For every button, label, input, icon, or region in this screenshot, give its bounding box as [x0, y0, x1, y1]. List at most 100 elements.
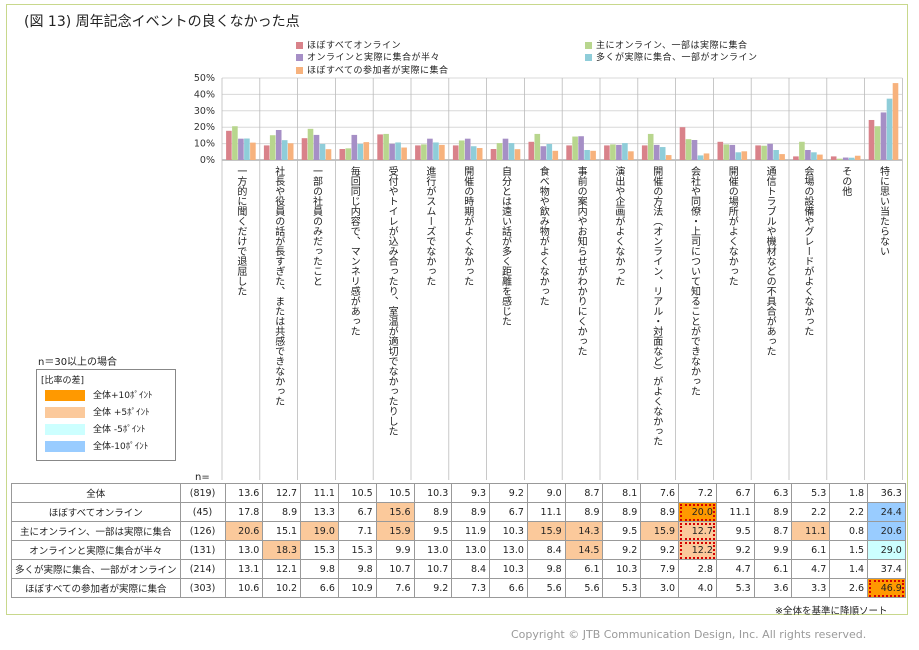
table-row: ほぼすべてオンライン (45) 17.8 8.9 13.3 6.7 15.6 8.9 8.9 6.…: [11, 502, 906, 522]
bar: [616, 144, 622, 160]
figure-frame: [6, 4, 908, 615]
table-cell: 2.2: [791, 502, 831, 522]
bar: [622, 143, 628, 160]
bar: [653, 144, 660, 160]
table-cell: 6.7: [489, 502, 528, 522]
table-cell: 29.0: [867, 540, 906, 560]
bar: [610, 144, 616, 160]
bar: [691, 139, 698, 160]
category-label: 一方的に聞くだけで退屈した: [234, 166, 246, 296]
bar: [377, 134, 383, 160]
table-cell: 1.4: [829, 559, 869, 579]
data-table: 全体 (819) 13.6 12.7 11.1 10.5 10.5 10.3 9.3 9.2 9.0…: [11, 483, 906, 598]
bar: [779, 154, 785, 160]
diff-legend-swatch: [45, 390, 85, 401]
table-cell: 11.1: [300, 483, 339, 503]
legend-swatch: [296, 42, 303, 49]
table-cell: 6.7: [715, 483, 755, 503]
table-cell: 2.6: [829, 578, 869, 598]
bar: [723, 144, 730, 160]
bar: [415, 145, 421, 160]
diff-legend: [比率の差] 全体+10ﾎﾟｲﾝﾄ 全体 +5ﾎﾟｲﾝﾄ 全体 -5ﾎﾟｲﾝﾄ 全体-…: [36, 369, 176, 461]
bar: [389, 143, 395, 160]
table-cell: 2.8: [678, 559, 717, 579]
bar: [546, 143, 553, 160]
legend-item: 主にオンライン、一部は実際に集合: [585, 38, 747, 51]
bar: [578, 136, 584, 160]
bar: [250, 142, 256, 160]
table-cell: 11.1: [791, 521, 831, 541]
table-cell: 2.2: [829, 502, 869, 522]
table-cell: 9.5: [413, 521, 453, 541]
table-cell: 6.3: [753, 483, 793, 503]
table-cell: 7.6: [640, 483, 680, 503]
table-cell: 8.9: [451, 502, 491, 522]
table-cell: 13.3: [300, 502, 339, 522]
bar: [761, 145, 767, 160]
legend-label: ほぼすべてオンライン: [307, 41, 402, 51]
bar: [470, 146, 477, 160]
table-cell: 15.6: [375, 502, 415, 522]
table-row: 多くが実際に集合、一部がオンライン (214) 13.1 12.1 9.8 9.8 10.7…: [11, 559, 906, 579]
y-tick-label: 20%: [194, 122, 215, 133]
bar: [458, 140, 465, 160]
diff-legend-item: 全体 -5ﾎﾟｲﾝﾄ: [45, 424, 145, 437]
table-cell: 20.0: [678, 502, 717, 522]
bar: [395, 142, 401, 160]
table-cell: 9.8: [337, 559, 377, 579]
bar-chart: 50% 40% 30% 20% 10% 0%: [194, 73, 903, 480]
table-cell: 6.6: [300, 578, 339, 598]
bar: [540, 146, 547, 160]
bar: [659, 147, 666, 160]
bar: [313, 134, 320, 160]
bar: [401, 147, 407, 160]
table-cell: 6.1: [791, 540, 831, 560]
diff-legend-swatch: [45, 424, 85, 435]
table-row: オンラインと実際に集合が半々 (131) 13.0 18.3 15.3 15.3 9.9 13…: [11, 540, 906, 560]
bar: [685, 139, 692, 160]
table-cell: 8.7: [564, 483, 604, 503]
category-label: 進行がスムーズでなかった: [423, 166, 435, 286]
bar: [464, 138, 471, 160]
bar: [830, 156, 837, 160]
bar: [514, 149, 521, 160]
bar: [339, 149, 346, 160]
table-cell: 8.9: [640, 502, 680, 522]
table-cell: 8.1: [602, 483, 642, 503]
table-cell: 11.1: [715, 502, 755, 522]
table-cell: 15.3: [300, 540, 339, 560]
legend-item: 多くが実際に集合、一部がオンライン: [585, 50, 758, 63]
bar: [703, 153, 710, 160]
table-cell: 10.6: [224, 578, 264, 598]
row-label: 多くが実際に集合、一部がオンライン: [11, 559, 181, 579]
table-cell: 9.2: [640, 540, 680, 560]
legend-label: オンラインと実際に集合が半々: [307, 53, 441, 63]
bar: [534, 133, 541, 160]
bar: [717, 141, 724, 160]
table-cell: 9.9: [375, 540, 415, 560]
table-cell: 9.2: [413, 578, 453, 598]
bar: [886, 98, 893, 160]
table-cell: 4.0: [678, 578, 717, 598]
row-n: (819): [179, 483, 226, 503]
table-cell: 3.3: [791, 578, 831, 598]
bar: [301, 138, 308, 160]
table-cell: 8.4: [526, 540, 566, 560]
legend-item: ほぼすべてオンライン: [296, 38, 401, 51]
table-cell: 46.9: [867, 578, 906, 598]
bar: [528, 141, 535, 160]
bar: [735, 152, 742, 160]
category-label: 事前の案内やお知らせがわかりにくかった: [575, 166, 587, 356]
category-label: 会社や同僚・上司について知ることができなかった: [688, 166, 700, 396]
table-cell: 8.9: [262, 502, 302, 522]
bar: [357, 143, 364, 160]
category-label: 開催の時期がよくなかった: [461, 166, 473, 286]
bar: [604, 145, 610, 160]
table-cell: 13.1: [224, 559, 264, 579]
bar: [275, 129, 282, 160]
bar: [880, 112, 887, 160]
table-cell: 13.0: [224, 540, 264, 560]
table-cell: 7.1: [337, 521, 377, 541]
table-cell: 12.7: [678, 521, 717, 541]
table-cell: 15.9: [375, 521, 415, 541]
